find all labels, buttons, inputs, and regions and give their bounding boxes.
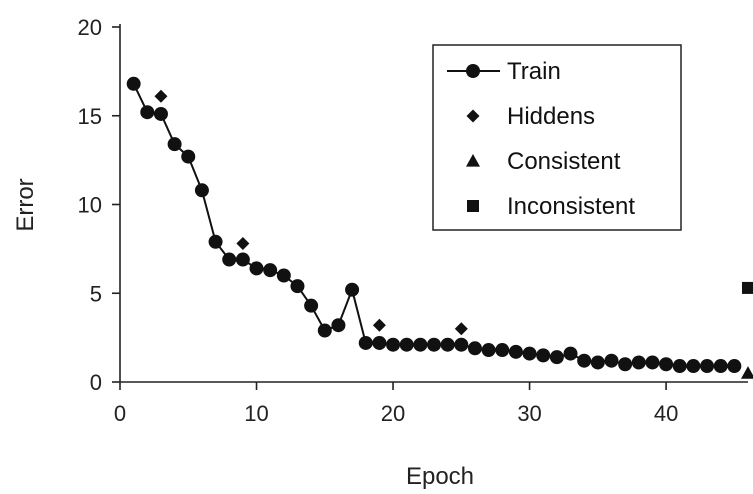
train-point — [181, 149, 196, 164]
y-tick-label: 20 — [78, 15, 102, 40]
legend-item-hiddens: Hiddens — [466, 103, 595, 130]
hiddens-point — [454, 322, 468, 336]
train-point — [577, 353, 592, 368]
train-point — [495, 343, 510, 358]
train-point — [276, 268, 291, 283]
train-point — [467, 341, 482, 356]
train-point — [249, 261, 264, 276]
train-point — [659, 357, 674, 372]
legend-item-inconsistent: Inconsistent — [467, 193, 635, 220]
legend-label-inconsistent: Inconsistent — [507, 193, 635, 220]
train-point — [700, 359, 715, 374]
train-point — [563, 346, 578, 361]
train-point — [304, 298, 319, 313]
train-point — [399, 337, 414, 352]
legend-label-hiddens: Hiddens — [507, 103, 595, 130]
train-point — [208, 234, 223, 249]
train-point — [317, 323, 332, 338]
x-tick-label: 30 — [517, 401, 541, 426]
train-point — [413, 337, 428, 352]
train-point — [222, 252, 237, 267]
train-point — [372, 335, 387, 350]
hiddens-point — [154, 89, 168, 103]
y-tick-label: 15 — [78, 104, 102, 129]
train-series — [126, 76, 742, 374]
train-point — [427, 337, 441, 352]
train-point — [454, 337, 469, 352]
hiddens-series — [154, 89, 468, 336]
consistent-point — [741, 366, 753, 379]
train-point — [631, 355, 646, 370]
train-point — [345, 282, 360, 297]
train-point — [645, 355, 660, 370]
train-point — [522, 346, 537, 361]
train-point — [481, 343, 496, 358]
legend-marker-hiddens — [466, 109, 480, 123]
legend-marker-consistent — [466, 154, 480, 167]
train-point — [167, 137, 182, 152]
x-tick-label: 40 — [654, 401, 678, 426]
hiddens-point — [372, 318, 386, 332]
train-point — [440, 337, 455, 352]
x-tick-label: 10 — [244, 401, 268, 426]
legend-marker-inconsistent — [467, 200, 479, 212]
train-point — [686, 359, 701, 374]
train-point — [508, 344, 523, 359]
train-point — [290, 279, 305, 294]
train-point — [727, 359, 742, 374]
train-point — [713, 359, 728, 374]
x-axis-title: Epoch — [406, 463, 474, 490]
train-point — [386, 337, 401, 352]
legend-label-train: Train — [507, 58, 561, 85]
y-tick-label: 10 — [78, 193, 102, 218]
legend-marker-train — [466, 64, 480, 78]
train-point — [126, 76, 141, 91]
legend-label-consistent: Consistent — [507, 148, 621, 175]
train-point — [153, 106, 168, 121]
train-point — [263, 263, 278, 278]
inconsistent-point — [742, 281, 753, 294]
train-point — [604, 353, 619, 368]
train-point — [618, 357, 633, 372]
train-point — [140, 105, 155, 120]
x-tick-label: 0 — [114, 401, 126, 426]
train-point — [549, 350, 564, 365]
train-point — [536, 348, 551, 363]
y-tick-label: 0 — [90, 370, 102, 395]
inconsistent-series — [742, 281, 753, 294]
consistent-series — [741, 366, 753, 379]
y-tick-label: 5 — [90, 281, 102, 306]
legend-item-consistent: Consistent — [466, 148, 621, 175]
legend-item-train: Train — [447, 58, 561, 85]
x-tick-label: 20 — [381, 401, 405, 426]
train-point — [194, 183, 209, 198]
train-point — [235, 252, 250, 267]
train-point — [331, 318, 346, 333]
train-point — [590, 355, 605, 370]
train-point — [672, 359, 687, 374]
hiddens-point — [236, 237, 250, 251]
y-axis-title: Error — [12, 178, 39, 231]
train-point — [358, 335, 373, 350]
